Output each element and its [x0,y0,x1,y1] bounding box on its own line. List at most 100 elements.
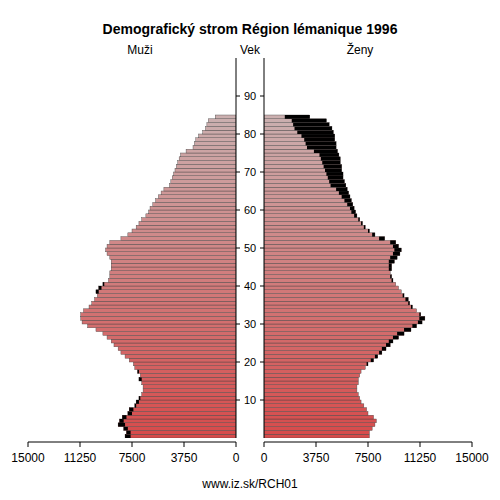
excess-men [129,408,133,412]
bar-men [169,183,236,187]
excess-women [354,214,357,218]
excess-women [306,142,337,146]
bar-women [264,218,360,222]
bar-men [108,278,236,282]
bar-women [264,214,357,218]
tick [260,362,264,363]
bar-men [125,434,236,438]
bar-women [264,385,357,389]
bar-women [264,430,369,434]
bar-men [107,335,236,339]
bar-men [118,347,236,351]
bar-women [264,206,354,210]
bar-women [264,339,393,343]
excess-women [358,218,359,222]
title: Demografický strom Région lémanique 1996 [103,21,398,37]
bars-women [264,115,425,438]
excess-women [403,294,404,298]
bar-men [142,381,236,385]
excess-women [339,191,349,195]
tick-label: 70 [244,166,256,178]
bar-men [129,358,236,362]
tick [368,442,369,447]
bars-men [81,115,236,438]
bar-women [264,370,361,374]
bar-men [124,427,236,431]
excess-women [368,229,369,233]
bar-women [264,282,396,286]
bar-men [196,138,236,142]
bar-men [110,256,236,260]
bar-women [264,404,364,408]
tick-label: 0 [233,451,240,465]
bar-women [264,358,374,362]
tick-label: 10 [244,394,256,406]
bar-men [111,267,236,271]
excess-men [135,404,136,408]
bar-women [264,434,369,438]
bar-women [264,400,361,404]
bar-men [149,210,236,214]
bar-women [264,145,336,149]
bar-men [194,142,236,146]
bar-women [264,119,326,123]
excess-women [307,145,336,149]
bar-women [264,373,360,377]
bar-men [96,290,236,294]
bar-men [107,244,236,248]
tick [420,442,421,447]
bar-women [264,183,346,187]
bar-women [264,157,340,161]
tick [236,172,240,173]
bar-women [264,248,401,252]
bar-women [264,142,336,146]
tick [472,442,473,447]
bar-women [264,419,376,423]
bar-men [103,282,236,286]
excess-men [99,286,102,290]
bar-women [264,138,335,142]
bar-women [264,389,357,393]
excess-women [382,347,386,351]
excess-women [379,351,382,355]
bar-women [264,229,369,233]
excess-men [139,396,140,400]
tick-label: 20 [244,356,256,368]
tick [184,442,185,447]
bar-women [264,411,368,415]
excess-women [372,233,375,237]
bar-men [92,301,236,305]
legend-men: Muži [127,43,152,57]
tick [236,134,240,135]
tick [316,442,317,447]
excess-women [336,187,347,191]
tick [236,96,240,97]
excess-women [292,119,327,123]
bar-men [164,187,236,191]
excess-women [295,126,332,130]
tick [236,286,240,287]
bar-men [139,221,236,225]
bar-women [264,316,425,320]
bar-men [135,366,236,370]
tick [260,400,264,401]
bar-men [88,324,236,328]
excess-women [392,278,393,282]
bar-women [264,305,412,309]
bar-men [129,408,236,412]
bar-men [143,385,236,389]
bar-men [114,343,236,347]
excess-women [347,202,353,206]
bar-men [83,309,236,313]
bar-women [264,309,417,313]
tick [236,400,240,401]
excess-women [412,324,416,328]
tick [260,172,264,173]
excess-women [351,210,355,214]
excess-women [344,199,351,203]
bar-women [264,427,372,431]
excess-women [325,168,342,172]
bar-women [264,153,339,157]
bar-women [264,381,358,385]
bar-men [136,225,236,229]
